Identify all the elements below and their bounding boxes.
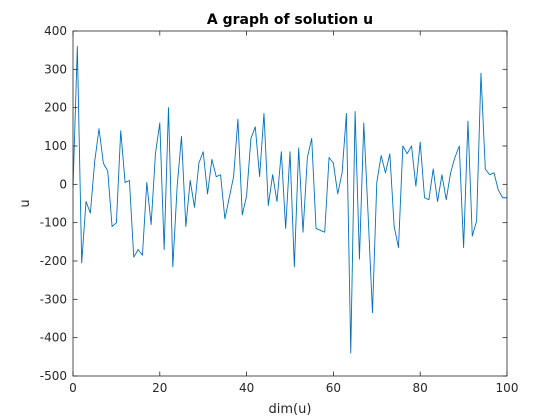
x-tick-label: 40 xyxy=(239,381,254,395)
y-tick-label: 400 xyxy=(44,24,67,38)
y-tick-label: -500 xyxy=(40,369,67,383)
plot-area xyxy=(73,31,507,376)
x-tick-label: 0 xyxy=(69,381,77,395)
y-tick-label: -400 xyxy=(40,331,67,345)
y-tick-label: -100 xyxy=(40,216,67,230)
ticks-layer: 0 20 40 60 80 100 -500 -400 -300 -200 -100 0 100 200 3… xyxy=(40,24,519,395)
x-tick-label: 80 xyxy=(413,381,428,395)
y-tick-label: -200 xyxy=(40,254,67,268)
y-tick-label: 0 xyxy=(59,177,67,191)
x-tick-label: 100 xyxy=(496,381,519,395)
chart-title: A graph of solution u xyxy=(207,12,373,28)
y-tick-label: 200 xyxy=(44,101,67,115)
y-axis-label: u xyxy=(18,199,33,207)
y-tick-label: 300 xyxy=(44,62,67,76)
plot-frame xyxy=(72,30,508,377)
x-tick-label: 60 xyxy=(326,381,341,395)
series-line-0 xyxy=(72,45,507,354)
y-tick-label: -300 xyxy=(40,292,67,306)
y-tick-label: 100 xyxy=(44,139,67,153)
data-layer xyxy=(72,45,507,354)
x-tick-label: 20 xyxy=(152,381,167,395)
x-axis-label: dim(u) xyxy=(269,402,312,417)
